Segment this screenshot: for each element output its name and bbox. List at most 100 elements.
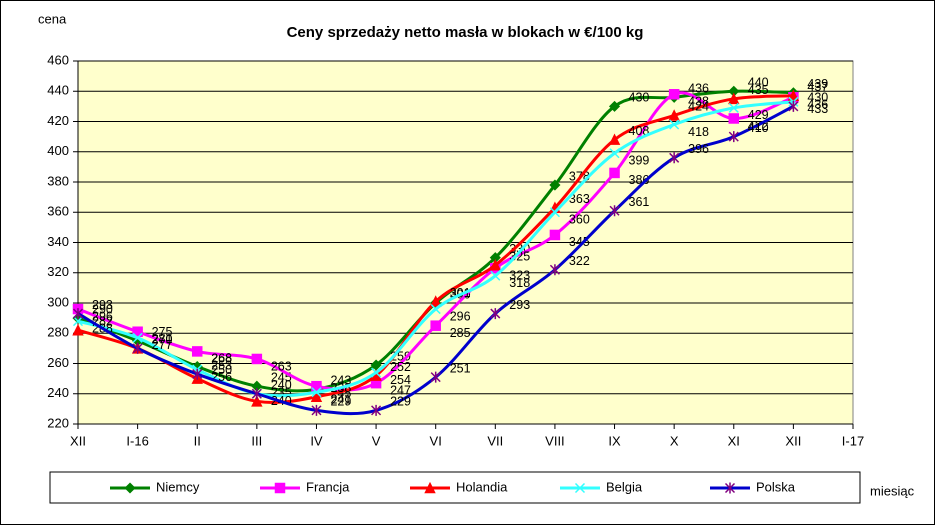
- data-label: 436: [688, 82, 709, 96]
- data-label: 293: [92, 298, 113, 312]
- marker: [549, 179, 561, 191]
- marker: [609, 167, 620, 179]
- data-label: 251: [450, 361, 471, 375]
- y-tick-label: 380: [47, 173, 69, 188]
- data-label: 296: [450, 309, 471, 323]
- legend-label: Niemcy: [156, 479, 200, 494]
- marker: [72, 308, 84, 320]
- data-label: 252: [390, 360, 411, 374]
- y-tick-label: 240: [47, 385, 69, 400]
- x-tick-label: XI: [728, 433, 740, 448]
- data-label: 290: [92, 302, 113, 316]
- data-label: 429: [748, 108, 769, 122]
- y-tick-label: 320: [47, 264, 69, 279]
- y-tick-label: 400: [47, 143, 69, 158]
- data-label: 435: [748, 83, 769, 97]
- data-label: 430: [629, 91, 650, 105]
- data-label: 325: [509, 249, 530, 263]
- marker: [251, 395, 263, 407]
- y-tick-label: 280: [47, 325, 69, 340]
- data-label: 410: [748, 121, 769, 135]
- data-label: 293: [509, 298, 530, 312]
- data-label: 418: [688, 125, 709, 139]
- marker: [310, 390, 323, 403]
- marker: [371, 404, 382, 416]
- data-label: 437: [807, 80, 828, 94]
- x-tick-label: XII: [785, 433, 801, 448]
- data-label: 240: [271, 378, 292, 392]
- data-label: 440: [748, 76, 769, 90]
- x-axis-label: miesiąc: [870, 483, 915, 498]
- data-label: 277: [152, 338, 173, 352]
- legend-label: Polska: [756, 479, 796, 494]
- marker: [191, 346, 203, 357]
- y-axis-label: cena: [38, 11, 67, 26]
- data-label: 229: [330, 395, 351, 409]
- data-label: 399: [629, 154, 650, 168]
- marker: [132, 332, 143, 343]
- marker: [430, 320, 441, 331]
- marker: [728, 113, 740, 124]
- data-label: 247: [390, 383, 411, 397]
- data-label: 318: [509, 276, 530, 290]
- data-label: 430: [807, 91, 828, 105]
- data-label: 363: [569, 192, 590, 206]
- y-tick-label: 420: [47, 113, 69, 128]
- marker: [72, 324, 84, 336]
- data-label: 285: [450, 326, 471, 340]
- marker: [728, 131, 739, 143]
- marker: [669, 119, 680, 130]
- data-label: 275: [152, 325, 173, 339]
- data-label: 268: [211, 352, 232, 366]
- data-label: 361: [629, 195, 650, 209]
- x-tick-label: IV: [310, 433, 323, 448]
- marker: [549, 264, 560, 276]
- marker: [489, 259, 502, 271]
- marker: [311, 404, 322, 416]
- data-label: 243: [330, 374, 351, 388]
- marker: [490, 270, 501, 281]
- data-label: 241: [330, 393, 351, 407]
- marker: [668, 89, 680, 100]
- y-tick-label: 440: [47, 83, 69, 98]
- data-label: 250: [211, 363, 232, 377]
- data-label: 322: [569, 254, 590, 268]
- x-tick-label: V: [372, 433, 381, 448]
- x-tick-label: III: [251, 433, 262, 448]
- x-tick-label: II: [194, 433, 201, 448]
- data-label: 436: [807, 98, 828, 112]
- marker: [608, 100, 621, 112]
- x-tick-label: VIII: [545, 433, 565, 448]
- x-tick-label: I-17: [842, 433, 864, 448]
- y-tick-label: 220: [47, 415, 69, 430]
- x-tick-label: I-16: [126, 433, 148, 448]
- x-tick-label: VI: [430, 433, 442, 448]
- y-tick-label: 260: [47, 355, 69, 370]
- data-label: 263: [271, 359, 292, 373]
- marker: [430, 371, 441, 383]
- marker: [192, 368, 203, 380]
- marker: [574, 482, 586, 494]
- x-tick-label: VII: [487, 433, 503, 448]
- marker: [608, 133, 621, 145]
- x-tick-label: IX: [608, 433, 621, 448]
- data-label: 229: [390, 395, 411, 409]
- marker: [251, 388, 262, 400]
- marker: [124, 482, 136, 494]
- legend-label: Belgia: [606, 479, 643, 494]
- data-label: 270: [152, 333, 173, 347]
- y-tick-label: 360: [47, 204, 69, 219]
- data-label: 424: [688, 100, 709, 114]
- y-tick-label: 300: [47, 294, 69, 309]
- data-label: 345: [569, 235, 590, 249]
- marker: [668, 109, 680, 121]
- marker: [609, 148, 620, 159]
- legend-label: Holandia: [456, 479, 508, 494]
- data-label: 254: [390, 373, 411, 387]
- marker: [549, 229, 561, 241]
- legend-label: Francja: [306, 479, 350, 494]
- marker: [371, 367, 382, 378]
- marker: [549, 207, 560, 218]
- data-label: 296: [92, 309, 113, 323]
- x-tick-label: XII: [70, 433, 86, 448]
